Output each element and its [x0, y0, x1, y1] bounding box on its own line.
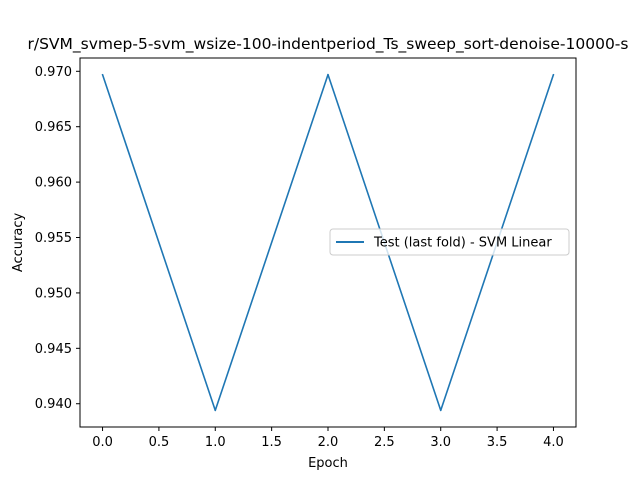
y-tick-label: 0.960 — [35, 176, 72, 191]
x-tick-label: 0.0 — [92, 435, 113, 450]
y-tick-label: 0.970 — [35, 65, 72, 80]
x-axis-ticks: 0.0 0.5 1.0 1.5 2.0 2.5 3.0 3.5 4.0 — [92, 427, 564, 450]
y-axis-label: Accuracy — [11, 213, 26, 273]
legend-box — [329, 228, 570, 256]
x-tick-label: 2.5 — [374, 435, 395, 450]
y-tick-label: 0.965 — [35, 120, 72, 135]
y-tick-label: 0.950 — [35, 286, 72, 301]
x-tick-label: 3.0 — [430, 435, 451, 450]
x-tick-label: 2.0 — [318, 435, 339, 450]
legend: Test (last fold) - SVM Linear — [329, 228, 570, 256]
legend-label: Test (last fold) - SVM Linear — [373, 236, 552, 251]
data-point — [214, 409, 217, 412]
x-axis-label: Epoch — [308, 456, 348, 471]
chart-title: r/SVM_svmep-5-svm_wsize-100-indentperiod… — [28, 35, 629, 54]
x-tick-label: 0.5 — [149, 435, 170, 450]
x-tick-label: 4.0 — [543, 435, 564, 450]
data-point — [439, 409, 442, 412]
y-axis-ticks: 0.940 0.945 0.950 0.955 0.960 0.965 0.970 — [35, 65, 80, 412]
data-point — [327, 73, 329, 76]
y-tick-label: 0.945 — [35, 342, 72, 357]
y-tick-label: 0.940 — [35, 397, 72, 412]
x-tick-label: 1.5 — [261, 435, 282, 450]
plot-area — [101, 73, 555, 412]
data-point — [552, 73, 555, 76]
x-tick-label: 3.5 — [487, 435, 508, 450]
y-tick-label: 0.955 — [35, 231, 72, 246]
data-point — [101, 73, 104, 76]
x-tick-label: 1.0 — [205, 435, 226, 450]
